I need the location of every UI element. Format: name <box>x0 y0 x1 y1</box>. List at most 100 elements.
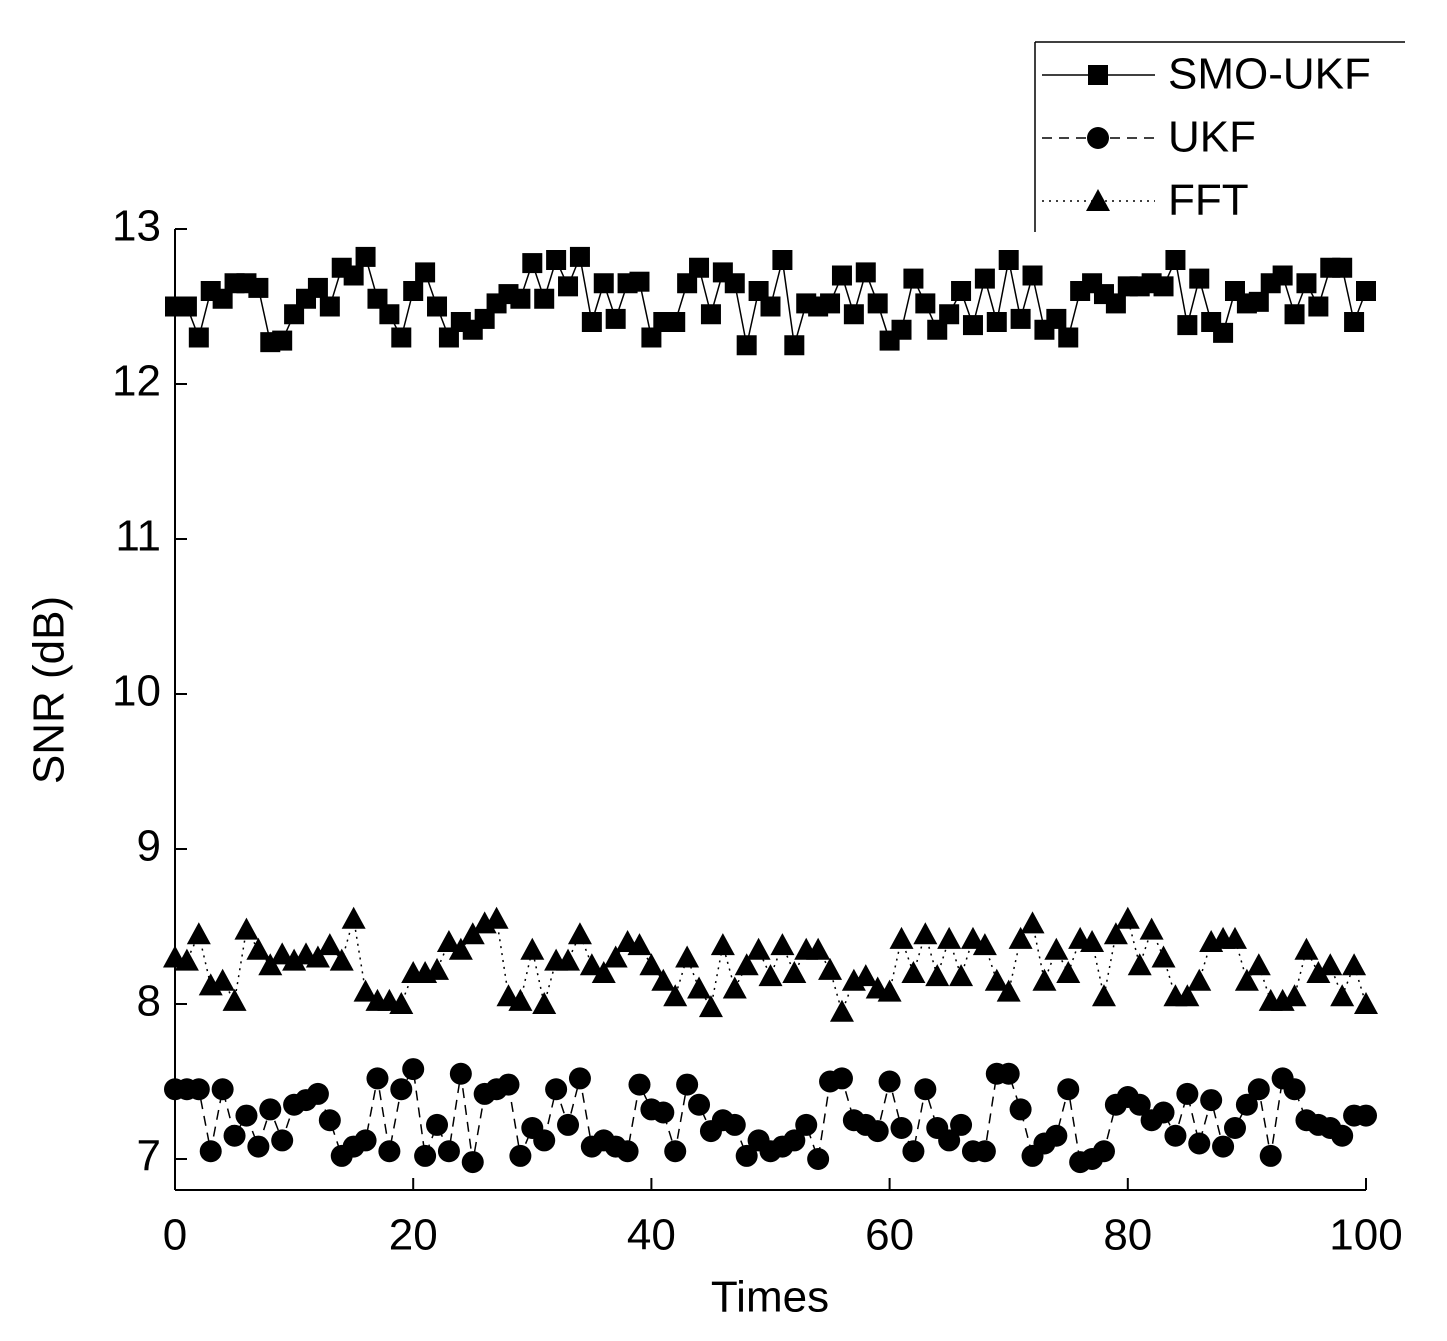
marker <box>972 933 997 956</box>
marker <box>677 273 698 294</box>
marker <box>1354 992 1378 1014</box>
marker <box>532 992 557 1014</box>
marker <box>509 1144 532 1167</box>
marker <box>1176 1082 1199 1105</box>
marker <box>1103 922 1128 945</box>
marker <box>986 312 1007 332</box>
marker <box>925 964 950 987</box>
marker <box>877 979 902 1002</box>
marker <box>1128 1093 1151 1116</box>
marker <box>627 933 652 956</box>
marker <box>556 948 581 971</box>
marker <box>820 293 841 314</box>
marker <box>1010 308 1031 329</box>
marker <box>818 957 843 980</box>
marker <box>534 288 555 309</box>
marker <box>341 906 366 929</box>
legend-marker <box>1086 189 1110 211</box>
marker <box>1009 1098 1032 1121</box>
marker <box>665 312 686 332</box>
marker <box>1355 1104 1377 1127</box>
marker <box>1177 315 1198 336</box>
x-tick-label: 80 <box>1103 1211 1152 1260</box>
marker <box>223 1124 246 1147</box>
marker <box>950 1113 973 1136</box>
marker <box>567 922 592 945</box>
marker <box>1248 291 1269 312</box>
marker <box>1188 1132 1211 1155</box>
marker <box>831 265 852 286</box>
marker <box>639 953 664 976</box>
marker <box>938 1129 961 1152</box>
marker <box>510 288 531 309</box>
marker <box>426 1113 449 1136</box>
marker <box>1045 1124 1068 1147</box>
marker <box>760 296 781 317</box>
marker <box>1332 257 1353 278</box>
marker <box>723 1113 746 1136</box>
marker <box>414 1144 437 1167</box>
marker <box>996 979 1021 1002</box>
marker <box>937 926 962 949</box>
marker <box>188 327 209 348</box>
marker <box>174 948 199 971</box>
marker <box>259 1098 282 1121</box>
marker <box>962 315 983 336</box>
marker <box>284 304 305 325</box>
marker <box>545 1078 568 1101</box>
marker <box>212 288 233 309</box>
marker <box>867 293 888 314</box>
marker <box>270 942 295 965</box>
marker <box>1318 953 1343 976</box>
marker <box>593 273 614 294</box>
marker <box>246 937 271 960</box>
marker <box>1091 984 1116 1007</box>
marker <box>746 937 771 960</box>
marker <box>436 930 461 952</box>
marker <box>1296 273 1317 294</box>
marker <box>557 1113 580 1136</box>
marker <box>687 976 712 999</box>
y-tick-label: 10 <box>112 667 161 716</box>
y-tick-label: 13 <box>112 202 161 251</box>
marker <box>402 1058 425 1081</box>
marker <box>1165 250 1186 270</box>
marker <box>1308 296 1329 317</box>
marker <box>271 1129 294 1152</box>
marker <box>1213 322 1234 343</box>
marker <box>1187 968 1212 991</box>
marker <box>1139 917 1164 940</box>
marker <box>878 1070 901 1093</box>
marker <box>1164 1124 1187 1147</box>
marker <box>641 327 662 348</box>
marker <box>1272 265 1293 286</box>
marker <box>1056 961 1081 983</box>
marker <box>449 1062 472 1085</box>
marker <box>282 948 307 971</box>
marker <box>903 268 924 289</box>
legend-label: FFT <box>1168 176 1249 225</box>
marker <box>389 992 414 1014</box>
marker <box>960 926 985 949</box>
marker <box>772 250 793 270</box>
x-tick-label: 40 <box>627 1211 676 1260</box>
marker <box>830 1067 853 1090</box>
x-tick-label: 60 <box>865 1211 914 1260</box>
marker <box>628 1073 651 1096</box>
marker <box>973 1140 996 1163</box>
marker <box>675 945 700 968</box>
marker <box>891 319 912 340</box>
marker <box>927 319 948 340</box>
marker <box>664 1140 687 1163</box>
marker <box>806 937 831 960</box>
marker <box>605 308 626 329</box>
marker <box>689 257 710 278</box>
marker <box>343 265 364 286</box>
marker <box>1032 968 1057 991</box>
marker <box>329 948 354 971</box>
marker <box>866 1120 889 1143</box>
marker <box>1020 911 1045 934</box>
marker <box>1282 984 1307 1007</box>
marker <box>1046 308 1067 329</box>
marker <box>1080 930 1105 952</box>
